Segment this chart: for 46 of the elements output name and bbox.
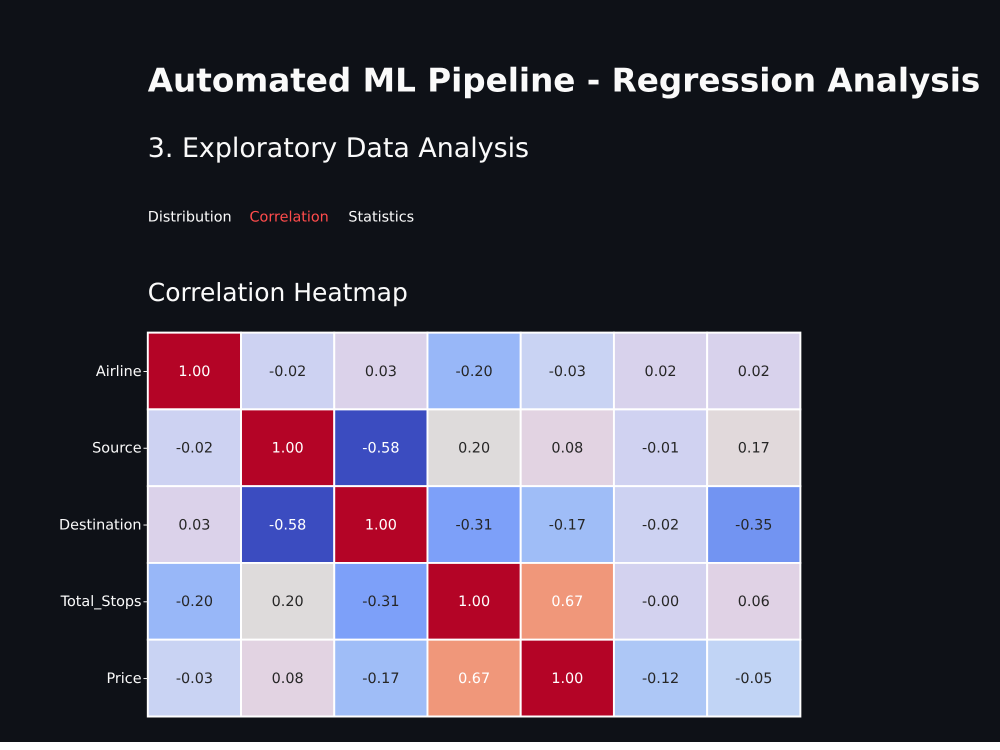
data-label: 1.00 — [178, 364, 210, 380]
data-label: -0.12 — [642, 670, 680, 687]
data-label: -0.58 — [362, 440, 400, 457]
y-tick-label: Total_Stops — [60, 594, 142, 610]
data-label: 0.17 — [738, 440, 770, 457]
data-label: 1.00 — [364, 517, 397, 534]
data-label: -0.01 — [642, 440, 680, 457]
data-label: -0.35 — [735, 517, 772, 534]
data-label: -0.58 — [269, 517, 306, 534]
data-label: -0.02 — [176, 440, 214, 457]
data-label: 0.02 — [644, 364, 677, 380]
chart-title: Automated ML Pipeline - Regression Analysis — [148, 62, 980, 100]
text: Correlation — [250, 209, 329, 226]
data-label: 0.03 — [178, 517, 210, 534]
chart-subtitle: 3. Exploratory Data Analysis — [148, 132, 530, 164]
data-label: 1.00 — [272, 440, 304, 457]
data-label: 0.20 — [458, 440, 490, 457]
data-label: -0.03 — [176, 670, 214, 687]
data-label: 0.03 — [364, 364, 397, 380]
data-label: 0.06 — [738, 594, 770, 610]
data-label: 0.02 — [738, 364, 770, 380]
text: Statistics — [348, 209, 414, 226]
data-label: -0.03 — [548, 364, 586, 380]
data-label: -0.31 — [362, 594, 400, 610]
y-tick-label: Destination — [59, 517, 142, 534]
text: Distribution — [148, 209, 232, 226]
data-label: -0.17 — [548, 517, 586, 534]
y-tick-label: Price — [106, 670, 142, 687]
data-label: -0.05 — [735, 670, 772, 687]
data-label: -0.20 — [455, 364, 493, 380]
data-label: -0.02 — [269, 364, 306, 380]
data-label: 0.08 — [551, 440, 584, 457]
data-label: -0.31 — [455, 517, 493, 534]
data-label: -0.02 — [642, 517, 680, 534]
data-label: 0.20 — [272, 594, 304, 610]
data-label: -0.20 — [176, 594, 214, 610]
data-label: 1.00 — [458, 594, 490, 610]
data-label: 0.67 — [551, 594, 584, 610]
y-tick-label: Source — [92, 440, 142, 457]
data-label: -0.17 — [362, 670, 400, 687]
text: Correlation Heatmap — [148, 278, 408, 307]
data-label: 1.00 — [551, 670, 584, 687]
data-label: -0.00 — [642, 594, 680, 610]
data-label: 0.67 — [458, 670, 490, 687]
data-label: 0.08 — [272, 670, 304, 687]
y-tick-label: Airline — [96, 364, 142, 380]
